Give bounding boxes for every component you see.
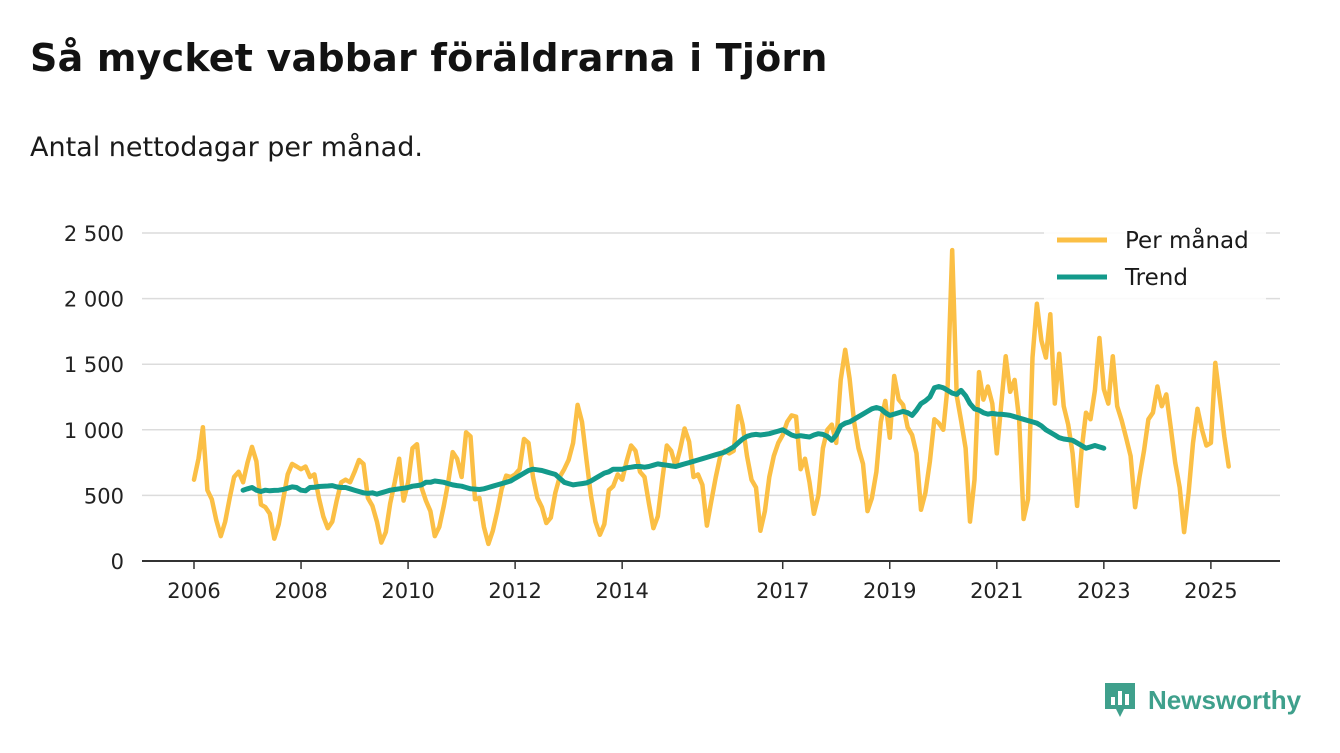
x-tick-label: 2010	[381, 579, 434, 603]
legend: Per månad Trend	[1044, 218, 1266, 300]
y-axis-tick-labels: 0 500 1 000 1 500 2 000 2 500	[64, 222, 124, 574]
x-tick-label: 2008	[274, 579, 327, 603]
x-tick-label: 2006	[167, 579, 220, 603]
y-tick-label: 0	[111, 550, 124, 574]
legend-label-per-manad: Per månad	[1125, 226, 1249, 254]
x-axis: 2006 2008 2010 2012 2014 2017 2019 2021 2023 2025	[142, 560, 1280, 603]
series-lines	[191, 247, 1231, 547]
chart-subtitle: Antal nettodagar per månad.	[30, 132, 423, 163]
y-tick-label: 500	[84, 484, 124, 508]
brand-name: Newsworthy	[1148, 684, 1302, 715]
x-tick-label: 2025	[1184, 579, 1237, 603]
chart-title: Så mycket vabbar föräldrarna i Tjörn	[30, 36, 828, 80]
legend-label-trend: Trend	[1124, 265, 1188, 291]
legend-background	[1044, 218, 1266, 300]
brand: Newsworthy	[1102, 680, 1301, 720]
x-tick-label: 2019	[863, 579, 916, 603]
x-tick-label: 2014	[595, 579, 648, 603]
x-tick-label: 2012	[488, 579, 541, 603]
newsworthy-logo-icon	[1105, 683, 1135, 717]
line-chart: 0 500 1 000 1 500 2 000 2 500 2006 2008 2010 201…	[63, 218, 1280, 603]
x-tick-label: 2021	[970, 579, 1023, 603]
series-line-per-manad	[191, 247, 1231, 547]
y-tick-label: 2 500	[64, 222, 124, 246]
series-line-trend	[240, 384, 1107, 497]
y-tick-label: 2 000	[64, 288, 124, 312]
x-tick-label: 2023	[1077, 579, 1130, 603]
y-tick-label: 1 500	[64, 353, 124, 377]
x-tick-label: 2017	[756, 579, 809, 603]
y-tick-label: 1 000	[64, 419, 124, 443]
